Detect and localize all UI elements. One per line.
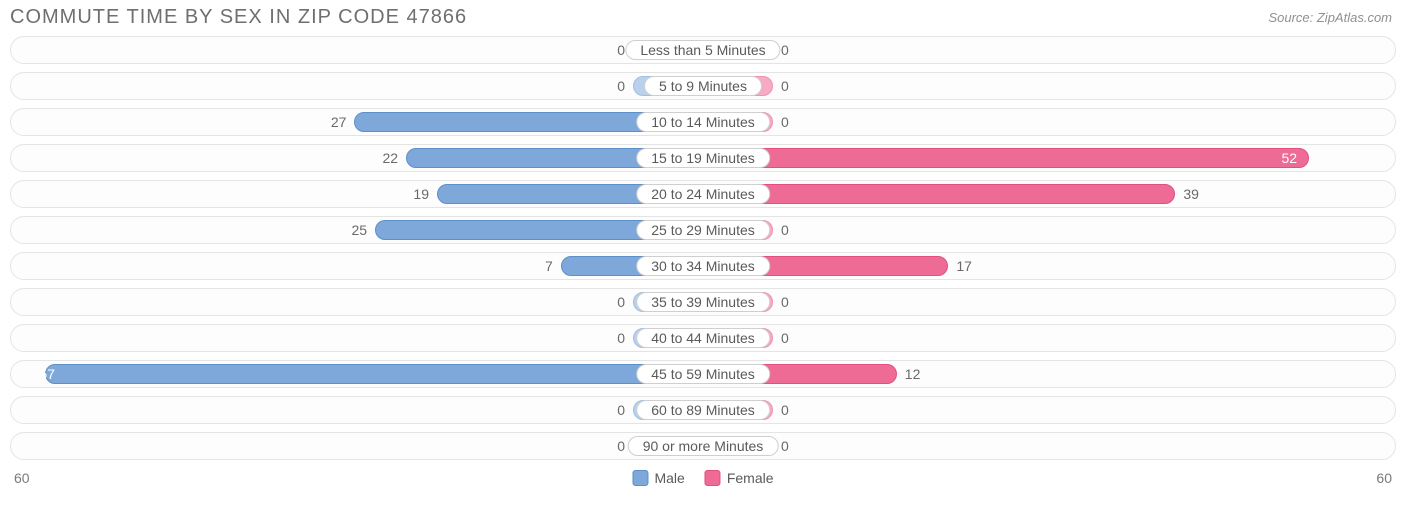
chart-row: 30 to 34 Minutes 7 17 <box>10 252 1396 280</box>
female-value-label: 39 <box>1183 186 1199 202</box>
category-label: 35 to 39 Minutes <box>636 292 770 312</box>
female-value-label: 0 <box>781 78 789 94</box>
female-value-label: 17 <box>956 258 972 274</box>
female-value-label: 0 <box>781 402 789 418</box>
category-label: 20 to 24 Minutes <box>636 184 770 204</box>
female-value-label: 0 <box>781 438 789 454</box>
female-value-label: 0 <box>781 222 789 238</box>
chart-row: 35 to 39 Minutes 0 0 <box>10 288 1396 316</box>
chart-row: 15 to 19 Minutes 22 52 <box>10 144 1396 172</box>
category-label: 15 to 19 Minutes <box>636 148 770 168</box>
legend: Male Female <box>632 470 773 486</box>
chart-row: 60 to 89 Minutes 0 0 <box>10 396 1396 424</box>
category-label: 40 to 44 Minutes <box>636 328 770 348</box>
chart-row: 5 to 9 Minutes 0 0 <box>10 72 1396 100</box>
male-value-label: 22 <box>382 150 398 166</box>
male-value-label: 0 <box>617 42 625 58</box>
male-value-label: 27 <box>331 114 347 130</box>
male-value-label: 0 <box>617 78 625 94</box>
legend-item: Male <box>632 470 684 486</box>
category-label: 30 to 34 Minutes <box>636 256 770 276</box>
male-value-label: 25 <box>352 222 368 238</box>
category-label: 5 to 9 Minutes <box>644 76 762 96</box>
chart-row: 25 to 29 Minutes 25 0 <box>10 216 1396 244</box>
male-value-label: 0 <box>617 294 625 310</box>
chart-row: Less than 5 Minutes0 0 <box>10 36 1396 64</box>
legend-label: Male <box>654 470 684 486</box>
female-value-label: 0 <box>781 114 789 130</box>
category-label: 45 to 59 Minutes <box>636 364 770 384</box>
female-bar <box>703 148 1309 168</box>
axis-right-max: 60 <box>1376 470 1392 486</box>
female-value-label: 0 <box>781 42 789 58</box>
source-attribution: Source: ZipAtlas.com <box>1268 10 1392 25</box>
chart-row: 45 to 59 Minutes 57 12 <box>10 360 1396 388</box>
male-value-label: 57 <box>39 366 55 382</box>
chart-row: 20 to 24 Minutes 19 39 <box>10 180 1396 208</box>
chart-row: 90 or more Minutes0 0 <box>10 432 1396 460</box>
female-value-label: 12 <box>905 366 921 382</box>
legend-label: Female <box>727 470 774 486</box>
category-label: 60 to 89 Minutes <box>636 400 770 420</box>
male-bar <box>45 364 703 384</box>
female-value-label: 52 <box>1281 150 1297 166</box>
female-value-label: 0 <box>781 330 789 346</box>
chart-row: 10 to 14 Minutes 27 0 <box>10 108 1396 136</box>
female-value-label: 0 <box>781 294 789 310</box>
female-bar <box>703 184 1175 204</box>
male-value-label: 0 <box>617 438 625 454</box>
male-value-label: 0 <box>617 402 625 418</box>
male-value-label: 19 <box>413 186 429 202</box>
male-value-label: 0 <box>617 330 625 346</box>
axis-left-max: 60 <box>14 470 30 486</box>
chart-row: 40 to 44 Minutes 0 0 <box>10 324 1396 352</box>
chart-area: Less than 5 Minutes005 to 9 Minutes0010 … <box>10 36 1396 493</box>
chart-title: COMMUTE TIME BY SEX IN ZIP CODE 47866 <box>10 6 467 29</box>
category-label: 10 to 14 Minutes <box>636 112 770 132</box>
legend-swatch <box>705 470 721 486</box>
category-label: Less than 5 Minutes <box>625 40 780 60</box>
legend-swatch <box>632 470 648 486</box>
male-value-label: 7 <box>545 258 553 274</box>
legend-item: Female <box>705 470 774 486</box>
category-label: 90 or more Minutes <box>628 436 779 456</box>
category-label: 25 to 29 Minutes <box>636 220 770 240</box>
